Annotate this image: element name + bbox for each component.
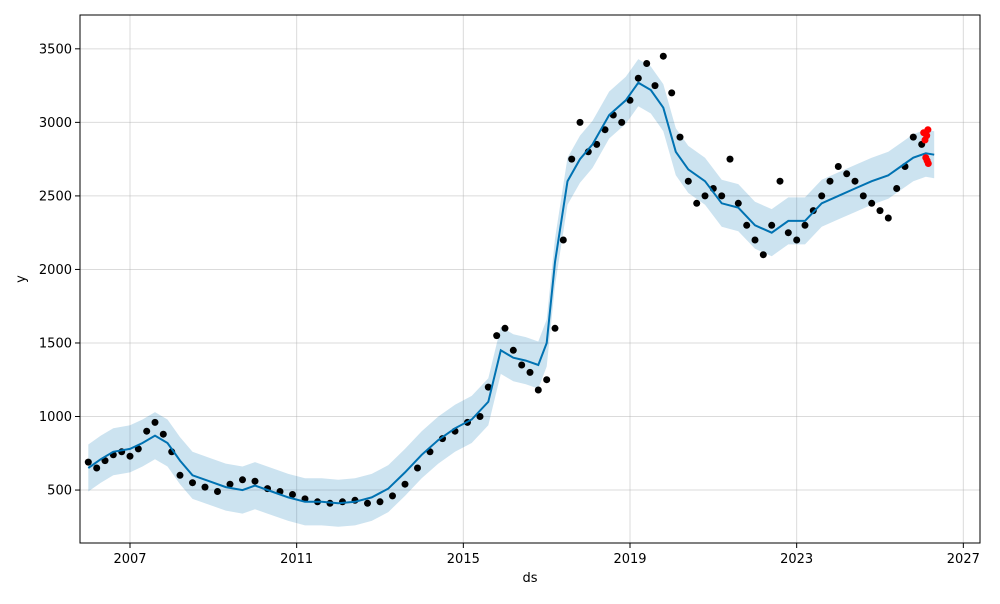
observed-point — [159, 430, 167, 438]
forecast-line-layer — [87, 81, 935, 505]
observed-point — [389, 492, 396, 500]
x-tick-label: 2007 — [113, 552, 146, 567]
observed-point — [509, 346, 517, 354]
y-tick-label: 2500 — [39, 189, 72, 204]
observed-point — [201, 483, 209, 491]
observed-point — [559, 236, 567, 244]
observed-point — [239, 476, 246, 484]
observed-point — [289, 491, 296, 498]
observed-point — [543, 376, 551, 384]
observed-point — [151, 418, 159, 426]
x-tick-label: 2023 — [780, 552, 813, 567]
highlight-point — [924, 160, 932, 167]
observed-point — [84, 458, 92, 466]
observed-point — [743, 221, 751, 229]
observed-point — [834, 163, 842, 170]
highlight-points-layer — [920, 126, 932, 167]
observed-point — [643, 60, 651, 67]
observed-point — [501, 324, 509, 332]
observed-point — [189, 479, 196, 487]
observed-point — [134, 445, 142, 453]
x-tick-label: 2019 — [613, 552, 646, 567]
observed-point — [868, 199, 876, 207]
observed-point — [684, 177, 692, 185]
x-tick-label: 2011 — [280, 552, 313, 567]
observed-point — [476, 413, 484, 420]
grid-lines — [80, 15, 980, 543]
observed-point — [668, 89, 676, 97]
y-tick-label: 1000 — [39, 410, 72, 425]
observed-point — [734, 199, 742, 207]
observed-point — [493, 332, 501, 340]
observed-point — [776, 177, 784, 185]
observed-point — [593, 140, 601, 148]
observed-point — [909, 133, 917, 141]
observed-point — [364, 499, 371, 507]
observed-point — [893, 185, 901, 192]
highlight-point — [923, 132, 931, 140]
y-tick-label: 3500 — [39, 42, 72, 57]
observed-point — [634, 74, 642, 82]
observed-point — [526, 368, 534, 376]
observed-point — [214, 488, 221, 495]
y-tick-label: 500 — [47, 484, 72, 499]
observed-point — [759, 251, 767, 259]
plot-frame — [79, 14, 981, 544]
y-axis-label: y — [14, 275, 29, 283]
observed-point — [484, 383, 492, 391]
observed-point — [651, 82, 659, 90]
observed-point — [851, 177, 859, 185]
y-tick-label: 1500 — [39, 336, 72, 351]
observed-point — [859, 192, 867, 200]
observed-point — [693, 199, 701, 207]
observed-point — [843, 170, 851, 178]
observed-point — [818, 192, 826, 200]
observed-point — [768, 221, 776, 229]
uncertainty-band-layer — [88, 59, 935, 527]
x-axis-label: ds — [522, 571, 537, 586]
x-tick-label: 2015 — [447, 552, 480, 567]
observed-point — [884, 214, 892, 222]
observed-point — [659, 52, 667, 60]
observed-point — [676, 133, 684, 141]
observed-point — [401, 480, 409, 488]
observed-point — [126, 452, 134, 460]
axis-ticks: 2007 2011 2015 2019 2023 2027 500 1000 1500 2000 2… — [39, 42, 980, 567]
observed-point — [376, 498, 384, 506]
x-tick-label: 2027 — [947, 552, 980, 567]
observed-point — [809, 207, 817, 215]
observed-point — [93, 464, 101, 472]
observed-point — [826, 177, 834, 185]
highlight-point — [924, 126, 932, 134]
observed-point — [414, 464, 421, 472]
observed-point — [701, 192, 709, 200]
observed-point — [801, 221, 809, 229]
observed-point — [751, 236, 759, 244]
observed-points-layer — [84, 52, 926, 507]
observed-point — [576, 118, 584, 126]
observed-point — [251, 477, 259, 485]
observed-point — [618, 118, 626, 126]
y-tick-label: 3000 — [39, 116, 72, 131]
uncertainty-band — [88, 59, 935, 527]
observed-point — [793, 236, 801, 244]
observed-point — [143, 427, 151, 435]
observed-point — [176, 471, 184, 479]
observed-point — [876, 207, 884, 215]
observed-point — [568, 155, 576, 163]
observed-point — [784, 229, 792, 237]
observed-point — [718, 192, 726, 200]
observed-point — [726, 155, 734, 163]
y-tick-label: 2000 — [39, 263, 72, 278]
forecast-line — [87, 81, 935, 505]
observed-point — [534, 386, 542, 394]
observed-point — [518, 361, 526, 369]
observed-point — [601, 126, 609, 134]
observed-point — [551, 324, 559, 332]
observed-point — [226, 480, 234, 488]
